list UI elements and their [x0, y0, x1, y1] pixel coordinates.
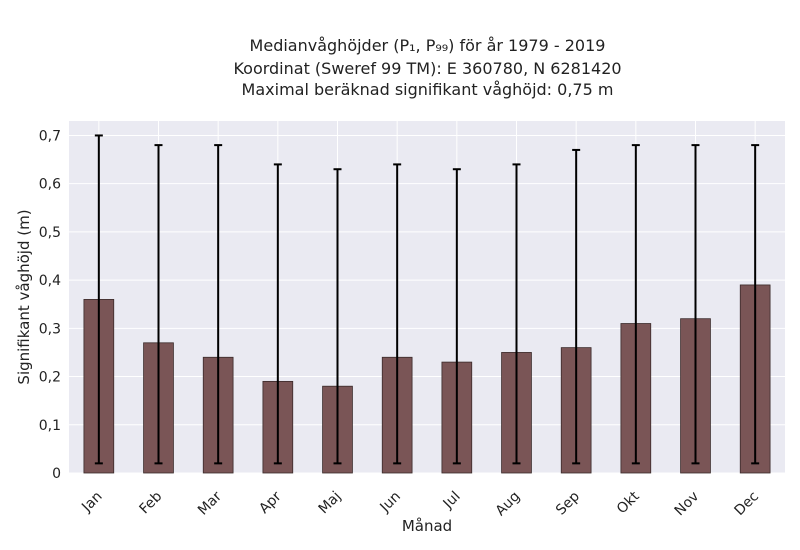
chart-title-line-3: Maximal beräknad signifikant våghöjd: 0,… [241, 80, 614, 99]
error-bar-maj [333, 168, 342, 465]
error-bar-aug [512, 163, 521, 465]
x-tick-label: Jun [377, 489, 404, 516]
error-bar-mar [214, 144, 223, 465]
error-bar-jul [452, 168, 461, 465]
x-tick-label: Dec [732, 489, 762, 519]
error-bar-okt [631, 144, 640, 465]
y-tick-label: 0,5 [39, 225, 61, 241]
x-tick-label: Okt [614, 488, 643, 517]
y-tick-label: 0,2 [39, 370, 61, 386]
x-axis-label: Månad [402, 517, 452, 535]
error-bar-dec [751, 144, 760, 465]
x-tick-label: Jul [440, 489, 464, 513]
y-tick-label: 0,3 [39, 321, 61, 337]
x-tick-label: Feb [136, 488, 165, 517]
error-bar-sep [572, 148, 581, 465]
error-bar-feb [154, 144, 163, 465]
x-tick-label: Nov [672, 489, 703, 520]
error-bar-nov [691, 144, 700, 465]
error-bar-jan [94, 134, 103, 465]
x-axis-ticks: Jan Feb Mar Apr Maj Jun Jul Aug Sep Okt Nov Dec [78, 488, 762, 519]
error-bar-jun [393, 163, 402, 465]
x-tick-label: Maj [316, 489, 345, 518]
y-axis-ticks: 0 0,1 0,2 0,3 0,4 0,5 0,6 0,7 [39, 128, 61, 482]
x-tick-label: Apr [256, 488, 285, 517]
x-tick-label: Aug [493, 489, 524, 520]
x-tick-label: Jan [78, 489, 105, 516]
y-tick-label: 0,1 [39, 418, 61, 434]
y-tick-label: 0,6 [39, 177, 61, 193]
x-tick-label: Sep [553, 488, 583, 518]
y-tick-label: 0,7 [39, 128, 61, 144]
y-tick-label: 0,4 [39, 273, 61, 289]
y-tick-label: 0 [52, 466, 61, 482]
plot-area [69, 121, 785, 473]
chart-title-line-2: Koordinat (Sweref 99 TM): E 360780, N 62… [233, 59, 622, 78]
error-bar-apr [273, 163, 282, 465]
error-bars [94, 134, 760, 465]
x-tick-label: Mar [195, 488, 225, 518]
y-axis-label: Signifikant våghöjd (m) [15, 209, 33, 384]
chart-title-line-1: Medianvåghöjder (P₁, P₉₉) för år 1979 - … [249, 36, 606, 55]
